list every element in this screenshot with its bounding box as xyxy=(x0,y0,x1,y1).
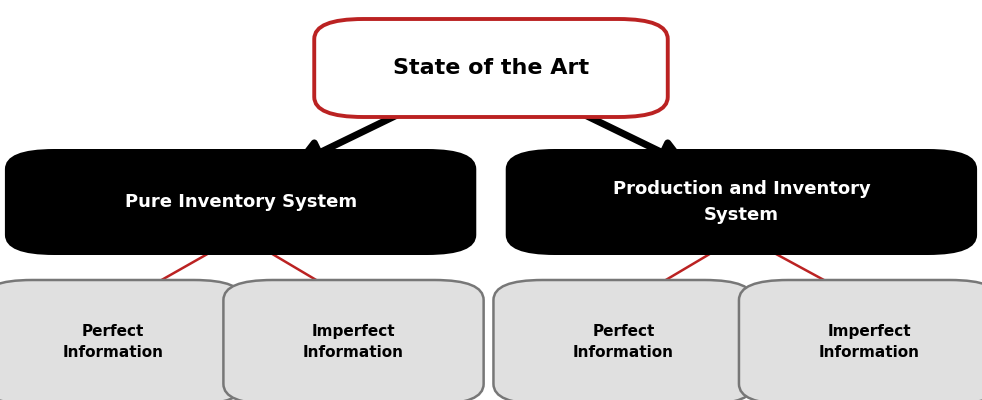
Text: Perfect
Information: Perfect Information xyxy=(573,324,674,360)
FancyBboxPatch shape xyxy=(493,280,753,400)
Text: State of the Art: State of the Art xyxy=(393,58,589,78)
Text: Imperfect
Information: Imperfect Information xyxy=(819,324,919,360)
FancyBboxPatch shape xyxy=(0,280,243,400)
FancyBboxPatch shape xyxy=(5,149,476,255)
FancyBboxPatch shape xyxy=(738,280,982,400)
Text: Perfect
Information: Perfect Information xyxy=(63,324,163,360)
FancyBboxPatch shape xyxy=(314,19,668,117)
FancyBboxPatch shape xyxy=(223,280,483,400)
Text: Imperfect
Information: Imperfect Information xyxy=(303,324,404,360)
Text: Pure Inventory System: Pure Inventory System xyxy=(125,193,356,211)
Text: Production and Inventory
System: Production and Inventory System xyxy=(613,180,870,224)
FancyBboxPatch shape xyxy=(506,149,977,255)
